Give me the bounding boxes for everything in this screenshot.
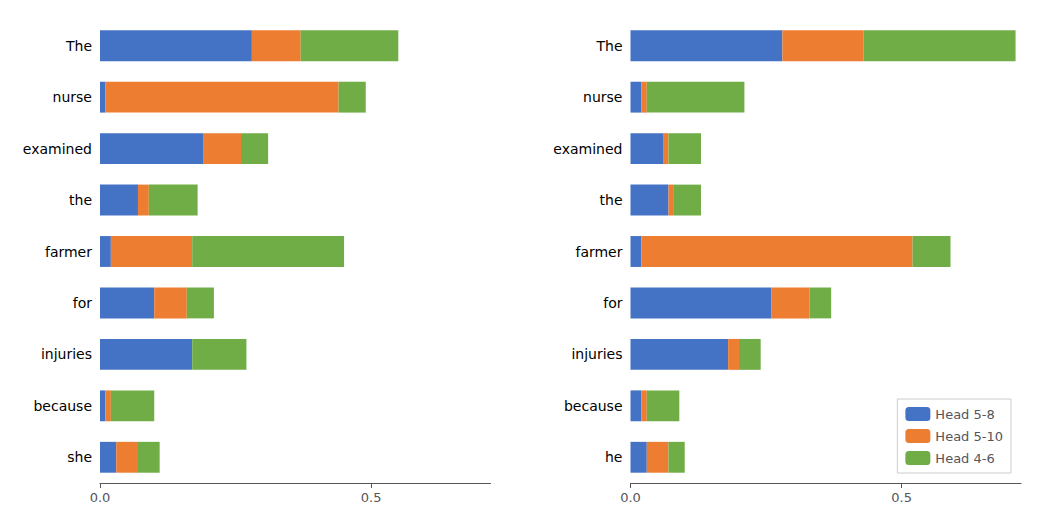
svg-text:she: she [67, 449, 92, 465]
svg-text:farmer: farmer [45, 244, 92, 260]
svg-text:0.0: 0.0 [90, 490, 111, 505]
svg-text:examined: examined [553, 141, 622, 157]
svg-text:injuries: injuries [41, 346, 92, 362]
svg-text:0.5: 0.5 [361, 490, 382, 505]
svg-text:Head 5-10: Head 5-10 [935, 429, 1003, 444]
svg-text:the: the [69, 192, 92, 208]
svg-text:0.0: 0.0 [620, 490, 641, 505]
svg-text:for: for [603, 295, 622, 311]
svg-text:he: he [605, 449, 623, 465]
svg-text:nurse: nurse [53, 89, 92, 105]
svg-text:farmer: farmer [575, 244, 622, 260]
svg-text:nurse: nurse [583, 89, 622, 105]
svg-text:because: because [564, 398, 623, 414]
svg-text:injuries: injuries [571, 346, 622, 362]
svg-text:0.5: 0.5 [891, 490, 912, 505]
svg-text:The: The [65, 38, 92, 54]
svg-text:Head 5-8: Head 5-8 [935, 407, 994, 422]
svg-text:for: for [73, 295, 92, 311]
svg-text:examined: examined [23, 141, 92, 157]
svg-text:because: because [33, 398, 92, 414]
svg-text:the: the [600, 192, 623, 208]
svg-text:The: The [595, 38, 622, 54]
svg-text:Head 4-6: Head 4-6 [935, 451, 994, 466]
